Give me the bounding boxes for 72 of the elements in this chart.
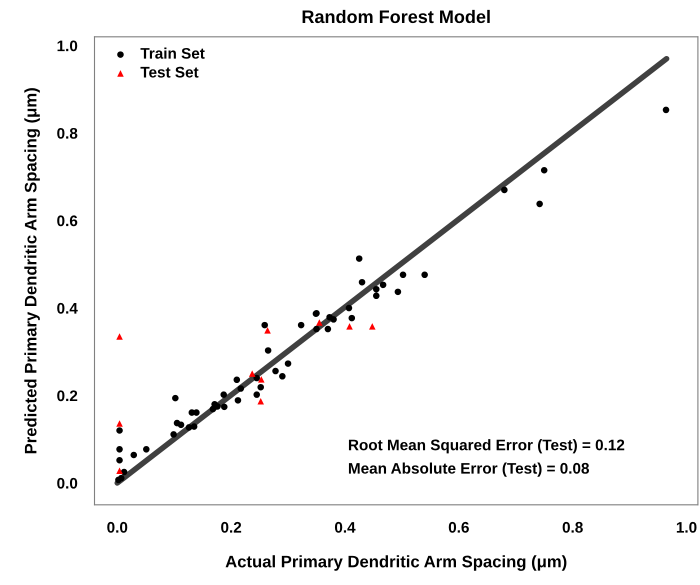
point [330,316,337,323]
point [130,452,138,458]
point [116,467,123,474]
point [261,322,268,328]
point [220,391,227,398]
point [190,423,198,430]
point [257,398,264,404]
point [400,272,406,278]
point [536,200,543,208]
point [298,322,304,328]
point [264,327,271,334]
point [210,406,216,412]
point [258,376,265,383]
point [358,278,366,286]
point [501,186,508,194]
point [284,360,292,367]
point [172,394,179,402]
point [116,456,123,464]
point [253,374,260,382]
point [238,385,244,392]
x-tick-label: 0.8 [562,522,583,533]
point [116,333,123,340]
point [394,288,402,296]
point [421,272,428,278]
point [380,282,386,288]
x-tick-label: 1.0 [676,522,697,533]
x-tick-label: 0.0 [107,522,128,533]
y-tick-label: 0.4 [57,302,78,314]
point [248,370,256,377]
point [221,404,228,410]
point [316,319,323,326]
point [257,384,264,390]
point [313,326,320,332]
point [143,446,150,453]
x-axis-title: Actual Primary Dendritic Arm Spacing (μm) [226,555,566,571]
y-tick-label: 0.8 [57,128,78,139]
point [116,427,123,434]
y-tick-label: 0.6 [57,215,78,226]
point [324,326,332,332]
annotation: Mean Absolute Error (Test) = 0.08 [348,462,589,477]
legend-label: Train Set [140,48,205,59]
annotation: Root Mean Squared Error (Test) = 0.12 [348,439,624,454]
y-axis-title: Predicted Primary Dendritic Arm Spacing (μm) [24,88,40,454]
point [272,368,279,374]
point [369,323,376,330]
point [662,106,670,114]
x-tick-label: 0.2 [221,522,242,533]
point [234,397,242,404]
y-tick-label: 1.0 [58,40,78,52]
point [264,347,272,354]
point [540,167,548,174]
point [348,314,356,322]
x-tick-label: 0.6 [448,522,469,533]
point [116,446,123,453]
point [116,420,123,427]
point [346,323,353,330]
point [234,376,240,384]
legend-label: Test Set [140,66,198,78]
y-tick-label: 0.0 [57,478,78,489]
point [346,304,352,312]
point [373,292,380,300]
point [115,476,122,484]
x-tick-label: 0.4 [334,522,356,533]
point [253,391,260,398]
point [373,286,380,292]
point [193,409,200,416]
point [356,255,362,262]
point [279,373,286,380]
point [178,422,184,428]
chart-title: Random Forest Model [302,10,490,24]
y-tick-label: 0.2 [57,390,78,402]
point [170,431,177,438]
